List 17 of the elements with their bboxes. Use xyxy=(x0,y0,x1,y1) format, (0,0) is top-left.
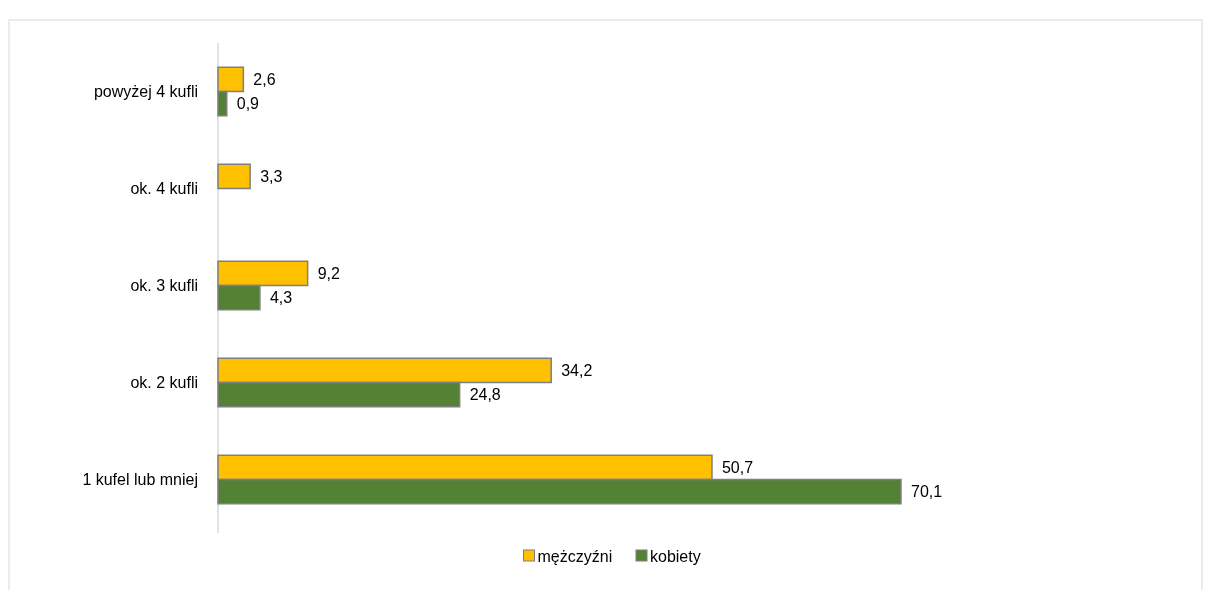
data-label: 3,3 xyxy=(260,167,283,185)
data-label: 70,1 xyxy=(911,483,943,501)
data-label: 4,3 xyxy=(269,289,293,307)
legend-label: kobiety xyxy=(650,547,701,565)
bar xyxy=(217,163,251,190)
data-label: 2,6 xyxy=(253,70,276,88)
y-tick-label: 1 kufel lub mniej xyxy=(82,471,198,489)
y-tick-label: ok. 3 kufli xyxy=(130,277,198,295)
legend-label: mężczyźni xyxy=(537,547,613,565)
y-tick-label: powyżej 4 kufli xyxy=(93,83,198,101)
data-label: 50,7 xyxy=(721,458,754,476)
data-label: 34,2 xyxy=(561,361,593,379)
y-tick-label: ok. 4 kufli xyxy=(130,180,198,198)
y-tick-label: ok. 2 kufli xyxy=(130,374,198,392)
data-label: 24,8 xyxy=(469,386,501,404)
data-label: 0,9 xyxy=(236,95,260,113)
data-label: 9,2 xyxy=(317,264,340,282)
